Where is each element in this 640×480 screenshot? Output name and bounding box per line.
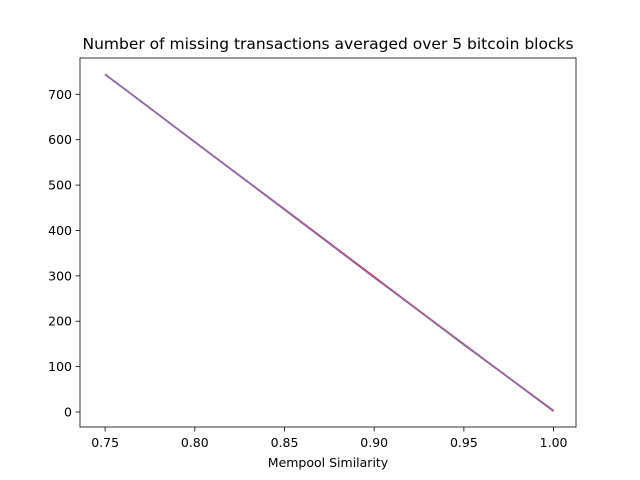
x-tick-label: 1.00 xyxy=(540,435,568,450)
series-layer xyxy=(104,73,555,412)
x-tick-label: 0.90 xyxy=(360,435,388,450)
y-tick-label: 300 xyxy=(48,268,72,283)
axes-spines xyxy=(79,57,577,428)
x-axis: 0.75 0.80 0.85 0.90 0.95 1.00 xyxy=(91,427,568,450)
y-tick-label: 200 xyxy=(48,314,72,329)
x-tick-label: 0.95 xyxy=(450,435,478,450)
x-tick-label: 0.75 xyxy=(91,435,119,450)
axes-frame xyxy=(79,57,577,428)
y-axis: 0 100 200 300 400 500 600 700 xyxy=(48,87,80,420)
y-tick-label: 700 xyxy=(48,87,72,102)
chart-title: Number of missing transactions averaged … xyxy=(82,35,573,53)
series-line-5 xyxy=(104,73,555,412)
y-tick-label: 0 xyxy=(64,405,72,420)
y-tick-label: 600 xyxy=(48,132,72,147)
y-tick-label: 400 xyxy=(48,223,72,238)
x-axis-title: Mempool Similarity xyxy=(268,455,389,470)
y-tick-label: 500 xyxy=(48,178,72,193)
x-tick-label: 0.80 xyxy=(181,435,209,450)
x-tick-label: 0.85 xyxy=(271,435,299,450)
y-tick-label: 100 xyxy=(48,359,72,374)
